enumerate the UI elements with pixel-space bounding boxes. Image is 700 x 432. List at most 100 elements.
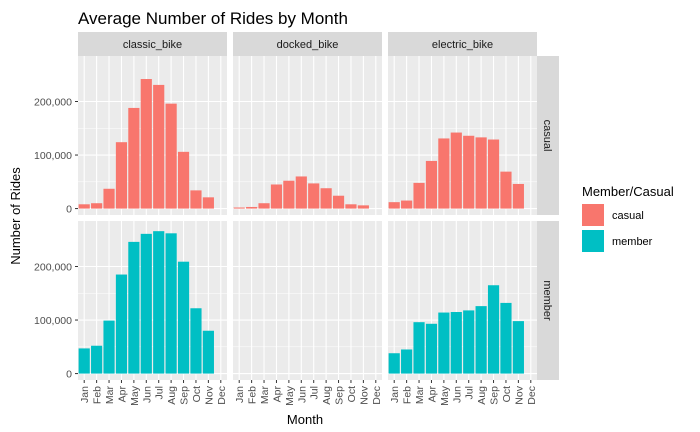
x-tick-label: Feb [402, 386, 414, 404]
legend-title: Member/Casual [582, 184, 674, 199]
bar-casual-Feb [401, 200, 413, 209]
x-tick-label: Mar [104, 386, 116, 405]
panel-background [233, 56, 382, 215]
x-tick-label: Nov [513, 385, 525, 404]
bar-member-May [438, 312, 450, 374]
facet-strip-casual [537, 56, 559, 215]
facet-panels: classic_bike docked_bike electric_bikecasu… [34, 32, 559, 406]
panel-member-electric_bike [388, 221, 537, 380]
panel-member-docked_bike [233, 221, 382, 380]
bar-casual-Jan [78, 204, 90, 209]
bar-casual-Jun [295, 176, 307, 209]
x-tick-label: Oct [191, 386, 203, 402]
facet-strip-electric_bike [388, 32, 537, 56]
bar-member-Apr [425, 323, 438, 374]
facet-strip-label: docked_bike [277, 39, 339, 51]
x-tick-label: Mar [414, 386, 426, 405]
legend-label: member [612, 236, 653, 248]
bar-member-May [128, 241, 140, 374]
bar-casual-Apr [425, 160, 438, 209]
x-tick-label: Apr [426, 386, 438, 403]
legend-key-member [582, 230, 604, 252]
bar-member-Aug [475, 306, 487, 374]
bar-member-Jan [78, 348, 90, 374]
legend-label: casual [612, 210, 644, 222]
bar-casual-Mar [258, 203, 270, 209]
bar-casual-Apr [115, 142, 128, 209]
bar-member-Feb [91, 345, 103, 374]
bar-casual-Feb [91, 203, 103, 209]
bar-member-Nov [512, 321, 524, 374]
bar-casual-Aug [165, 103, 177, 209]
bar-casual-Oct [345, 204, 357, 209]
x-tick-label: Jun [296, 386, 308, 403]
x-tick-label: Jul [154, 386, 166, 399]
bar-member-Sep [177, 261, 190, 374]
bar-casual-May [438, 138, 450, 209]
x-tick-label: Oct [501, 386, 513, 402]
x-tick-label: Jan [79, 386, 91, 403]
y-tick-label: 100,000 [34, 315, 72, 327]
panel-casual-electric_bike [388, 56, 537, 215]
x-tick-label: May [129, 385, 141, 406]
bar-member-Nov [202, 330, 214, 374]
bar-casual-May [283, 180, 295, 209]
bar-casual-Aug [475, 137, 487, 209]
bar-casual-Mar [103, 188, 115, 209]
y-tick-label: 0 [66, 204, 72, 216]
x-axis-title: Month [287, 412, 323, 427]
bar-member-Oct [190, 308, 202, 374]
x-tick-label: May [439, 385, 451, 406]
legend: Member/Casual casual member [582, 184, 674, 252]
facet-strip-label: casual [541, 120, 553, 152]
bar-member-Jun [450, 312, 462, 374]
bar-member-Mar [103, 320, 115, 374]
y-tick-label: 200,000 [34, 262, 72, 274]
bar-casual-Jan [388, 202, 400, 209]
bar-member-Jul [463, 310, 475, 374]
bar-casual-Jun [450, 132, 462, 209]
bar-member-Apr [115, 274, 128, 374]
bar-casual-Sep [177, 151, 190, 209]
x-tick-label: Oct [346, 386, 358, 402]
chart-title: Average Number of Rides by Month [78, 9, 348, 28]
bar-casual-Nov [512, 183, 524, 209]
x-tick-label: Jan [389, 386, 401, 403]
x-tick-label: Sep [179, 386, 191, 405]
y-tick-label: 0 [66, 369, 72, 381]
x-tick-label: Sep [489, 386, 501, 405]
bar-casual-Jul [308, 183, 320, 209]
x-tick-label: Aug [321, 386, 333, 405]
bar-member-Jan [388, 353, 400, 374]
panel-background [388, 56, 537, 215]
bar-casual-Jul [153, 84, 165, 209]
facet-strip-label: classic_bike [123, 39, 182, 51]
bar-casual-Nov [357, 205, 369, 209]
facet-strip-classic_bike [78, 32, 227, 56]
bar-casual-Apr [270, 184, 283, 209]
panel-background [233, 221, 382, 380]
bar-casual-Oct [500, 171, 512, 209]
bar-casual-Feb [246, 206, 258, 209]
panel-background [78, 56, 227, 215]
bar-casual-Nov [202, 197, 214, 209]
facet-strip-member [537, 221, 559, 380]
bar-casual-May [128, 107, 140, 209]
bar-member-Jul [153, 231, 165, 374]
x-tick-label: Jun [451, 386, 463, 403]
bar-casual-Aug [320, 188, 332, 209]
x-tick-label: Nov [358, 385, 370, 404]
bar-member-Mar [413, 322, 425, 374]
bar-member-Aug [165, 233, 177, 374]
panel-casual-classic_bike [78, 56, 227, 215]
panel-member-classic_bike [78, 221, 227, 380]
bar-member-Oct [500, 302, 512, 374]
panel-background [78, 221, 227, 380]
x-tick-label: Feb [247, 386, 259, 404]
y-tick-label: 200,000 [34, 97, 72, 109]
x-tick-label: Nov [203, 385, 215, 404]
x-tick-label: Apr [271, 386, 283, 403]
bar-member-Jun [140, 233, 152, 374]
bar-member-Feb [401, 349, 413, 374]
